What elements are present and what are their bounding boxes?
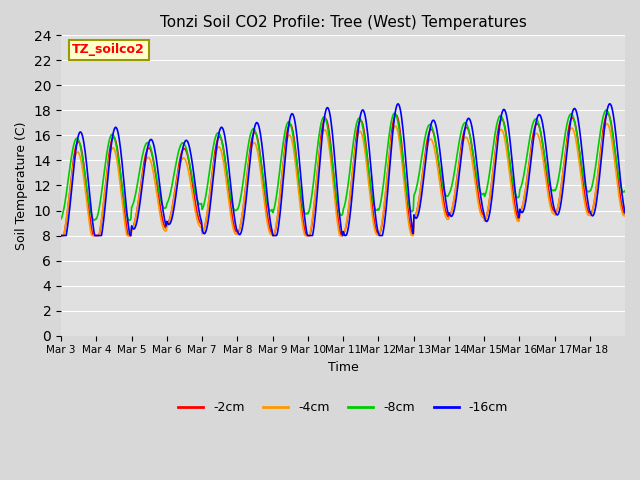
-4cm (604, 121, 611, 127)
-4cm (433, 159, 440, 165)
-8cm (57, 216, 65, 222)
X-axis label: Time: Time (328, 361, 358, 374)
-4cm (227, 213, 235, 219)
-8cm (402, 182, 410, 188)
-8cm (125, 217, 133, 223)
-2cm (227, 204, 235, 210)
-16cm (401, 150, 409, 156)
-2cm (621, 211, 629, 216)
-2cm (124, 228, 131, 234)
-2cm (401, 178, 409, 184)
-16cm (255, 123, 262, 129)
-2cm (433, 146, 440, 152)
Title: Tonzi Soil CO2 Profile: Tree (West) Temperatures: Tonzi Soil CO2 Profile: Tree (West) Temp… (159, 15, 527, 30)
Line: -8cm: -8cm (61, 110, 625, 220)
-2cm (57, 233, 65, 239)
-8cm (256, 149, 264, 155)
-16cm (227, 184, 235, 190)
Y-axis label: Soil Temperature (C): Soil Temperature (C) (15, 121, 28, 250)
Line: -16cm: -16cm (61, 104, 625, 236)
-16cm (57, 233, 65, 239)
-4cm (255, 156, 262, 161)
-8cm (603, 107, 611, 113)
-8cm (228, 199, 236, 205)
-16cm (276, 210, 284, 216)
-4cm (401, 191, 409, 196)
-16cm (433, 127, 440, 132)
-16cm (621, 209, 629, 215)
-2cm (604, 111, 611, 117)
Line: -2cm: -2cm (61, 114, 625, 236)
-8cm (434, 151, 442, 157)
-8cm (124, 214, 131, 220)
Legend: -2cm, -4cm, -8cm, -16cm: -2cm, -4cm, -8cm, -16cm (173, 396, 513, 419)
-8cm (621, 188, 629, 194)
Text: TZ_soilco2: TZ_soilco2 (72, 43, 145, 56)
-8cm (277, 158, 285, 164)
Line: -4cm: -4cm (61, 124, 625, 236)
-16cm (605, 101, 613, 107)
-4cm (276, 190, 284, 195)
-2cm (255, 143, 262, 148)
-16cm (124, 213, 131, 218)
-4cm (124, 233, 131, 239)
-2cm (276, 191, 284, 196)
-4cm (57, 233, 65, 239)
-4cm (621, 213, 629, 218)
